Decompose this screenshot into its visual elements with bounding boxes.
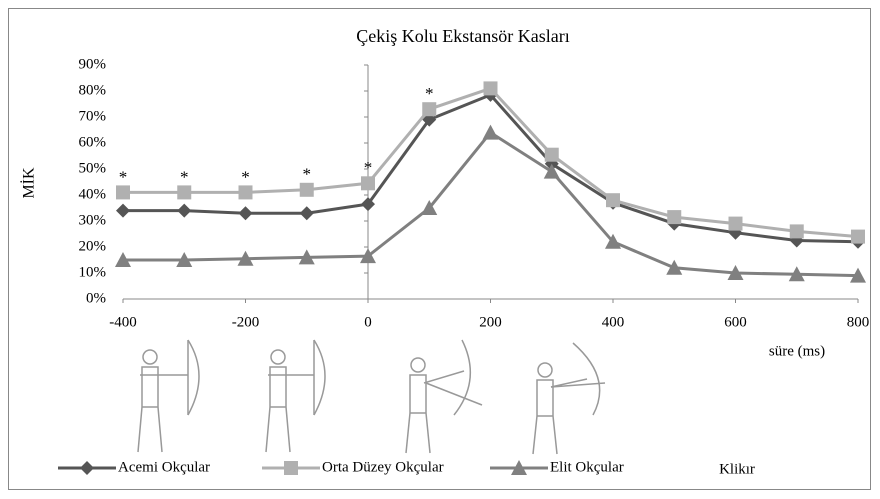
x-tick-label: 400: [602, 314, 625, 330]
extra-label: Klikır: [719, 461, 755, 477]
legend-marker: [511, 460, 527, 475]
data-point: [298, 249, 315, 265]
annotation: *: [119, 167, 128, 186]
data-point: [544, 147, 559, 162]
y-tick-label: 70%: [79, 108, 107, 124]
data-point: [605, 233, 621, 249]
data-point: [237, 250, 254, 266]
data-point: [727, 265, 744, 280]
data-point: [789, 224, 804, 239]
y-tick-label: 60%: [79, 134, 107, 150]
data-point: [666, 259, 683, 275]
data-point: [728, 216, 743, 231]
legend-label: Orta Düzey Okçular: [322, 459, 444, 475]
data-point: [606, 193, 620, 208]
data-point: [667, 210, 682, 225]
annotation: *: [425, 84, 434, 103]
data-point: [115, 252, 131, 267]
data-point: [116, 185, 130, 200]
legend-label: Elit Okçular: [550, 459, 624, 475]
y-tick-label: 40%: [79, 186, 107, 202]
y-tick-label: 90%: [79, 56, 107, 72]
annotation: *: [303, 165, 312, 184]
legend-label: Acemi Okçular: [118, 459, 210, 475]
data-point: [177, 185, 192, 200]
data-point: [482, 124, 499, 140]
x-tick-label: -400: [109, 314, 137, 330]
x-tick-label: 600: [724, 314, 747, 330]
data-point: [238, 185, 253, 200]
y-tick-label: 0%: [86, 290, 106, 306]
data-point: [422, 102, 437, 117]
annotation: *: [180, 167, 189, 186]
data-point: [116, 203, 130, 218]
data-point: [361, 176, 375, 191]
data-point: [421, 200, 438, 215]
archer-figures: [137, 339, 606, 455]
data-point: [543, 163, 560, 179]
legend-marker: [284, 461, 298, 475]
data-point: [238, 206, 253, 221]
x-axis-label: süre (ms): [769, 343, 825, 359]
y-axis-label: MİK: [20, 167, 38, 199]
x-tick-label: -200: [232, 314, 260, 330]
annotation: *: [364, 158, 373, 177]
x-tick-label: 800: [847, 314, 870, 330]
data-point: [851, 229, 865, 244]
data-point: [788, 266, 805, 282]
data-point: [177, 203, 192, 218]
x-tick-label: 0: [364, 314, 372, 330]
data-point: [361, 197, 375, 212]
x-tick-label: 200: [479, 314, 502, 330]
data-point: [360, 248, 376, 264]
data-point: [299, 206, 314, 221]
y-tick-label: 50%: [79, 160, 107, 176]
legend-marker: [80, 461, 94, 475]
annotation: *: [241, 167, 250, 186]
y-tick-label: 10%: [79, 264, 107, 280]
data-point: [299, 182, 314, 197]
data-point: [483, 81, 498, 96]
y-tick-label: 80%: [79, 82, 107, 98]
data-point: [176, 252, 193, 267]
data-point: [850, 267, 866, 283]
chart-title: Çekiş Kolu Ekstansör Kasları: [356, 26, 569, 46]
y-tick-label: 30%: [79, 212, 107, 228]
y-tick-label: 20%: [79, 238, 107, 254]
chart-border: [8, 8, 871, 490]
